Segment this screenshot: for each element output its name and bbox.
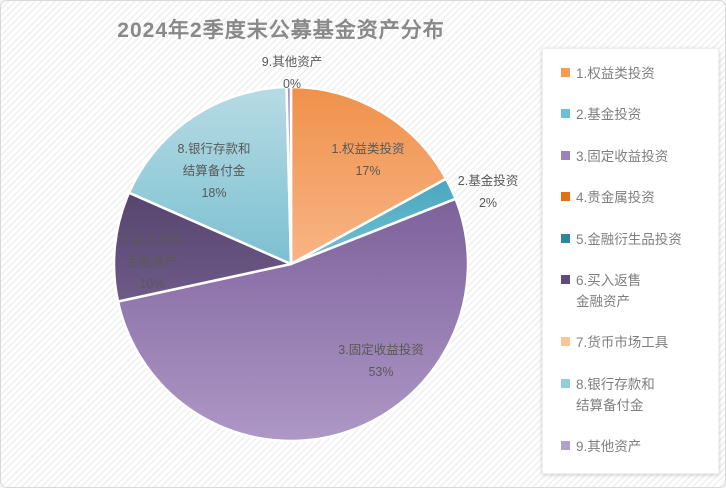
legend-item-1[interactable]: 1.权益类投资: [561, 63, 712, 84]
legend-label: 2.基金投资: [576, 107, 642, 123]
legend-item-9[interactable]: 9.其他资产: [561, 436, 712, 457]
pie-slice-1[interactable]: [289, 85, 448, 266]
legend-item-6[interactable]: 6.买入返售 金融资产: [561, 270, 712, 312]
pie-slice-6[interactable]: [112, 191, 293, 303]
slice-label-2: 2.基金投资 2%: [458, 173, 518, 210]
legend-marker-icon: [561, 378, 570, 388]
legend-marker-icon: [561, 109, 570, 119]
slice-label-8: 8.银行存款和结算备付金 18%: [178, 142, 251, 200]
pie-slice-labels: 1.权益类投资 17% 2.基金投资 2% 3.固定收益投资 53% 6.买入返售金融资产 1…: [122, 55, 518, 379]
legend-label: 4.贵金属投资: [576, 190, 655, 206]
legend-item-2[interactable]: 2.基金投资: [561, 104, 712, 125]
pie-slices: [112, 85, 470, 443]
pie-slice-3[interactable]: [116, 197, 470, 443]
pie-slice-8[interactable]: [127, 85, 293, 266]
slice-label-6: 6.买入返售金融资产 10%: [122, 232, 182, 291]
legend-marker-icon: [561, 441, 570, 450]
legend-marker-icon: [561, 192, 570, 202]
legend-marker-icon: [561, 274, 570, 284]
legend-marker-icon: [561, 233, 570, 243]
legend-item-7[interactable]: 7.货币市场工具: [561, 332, 712, 353]
legend-label: 8.银行存款和 结算备付金: [576, 376, 655, 413]
legend-item-4[interactable]: 4.贵金属投资: [561, 187, 712, 208]
pie-slice-9[interactable]: [285, 85, 293, 266]
legend-label: 7.货币市场工具: [576, 335, 669, 351]
chart-title: 2024年2季度末公募基金资产分布: [117, 19, 445, 42]
legend-item-5[interactable]: 5.金融衍生品投资: [561, 229, 712, 250]
legend-label: 9.其他资产: [576, 439, 642, 454]
legend-marker-icon: [561, 68, 570, 77]
legend-label: 5.金融衍生品投资: [576, 231, 682, 247]
slice-label-9: 9.其他资产 0%: [262, 55, 322, 91]
legend-label: 1.权益类投资: [576, 66, 655, 81]
legend-item-8[interactable]: 8.银行存款和 结算备付金: [561, 374, 712, 416]
legend-marker-icon: [561, 150, 570, 160]
legend-item-3[interactable]: 3.固定收益投资: [561, 146, 712, 167]
legend-label: 3.固定收益投资: [576, 148, 669, 164]
legend-marker-icon: [561, 337, 570, 347]
chart-legend: 1.权益类投资 2.基金投资 3.固定收益投资 4.贵金属投资 5.金融衍生品投资 6.买…: [542, 48, 719, 474]
legend-label: 6.买入返售 金融资产: [576, 272, 642, 309]
slice-label-3: 3.固定收益投资 53%: [338, 342, 423, 379]
slice-label-1: 1.权益类投资 17%: [332, 141, 405, 178]
